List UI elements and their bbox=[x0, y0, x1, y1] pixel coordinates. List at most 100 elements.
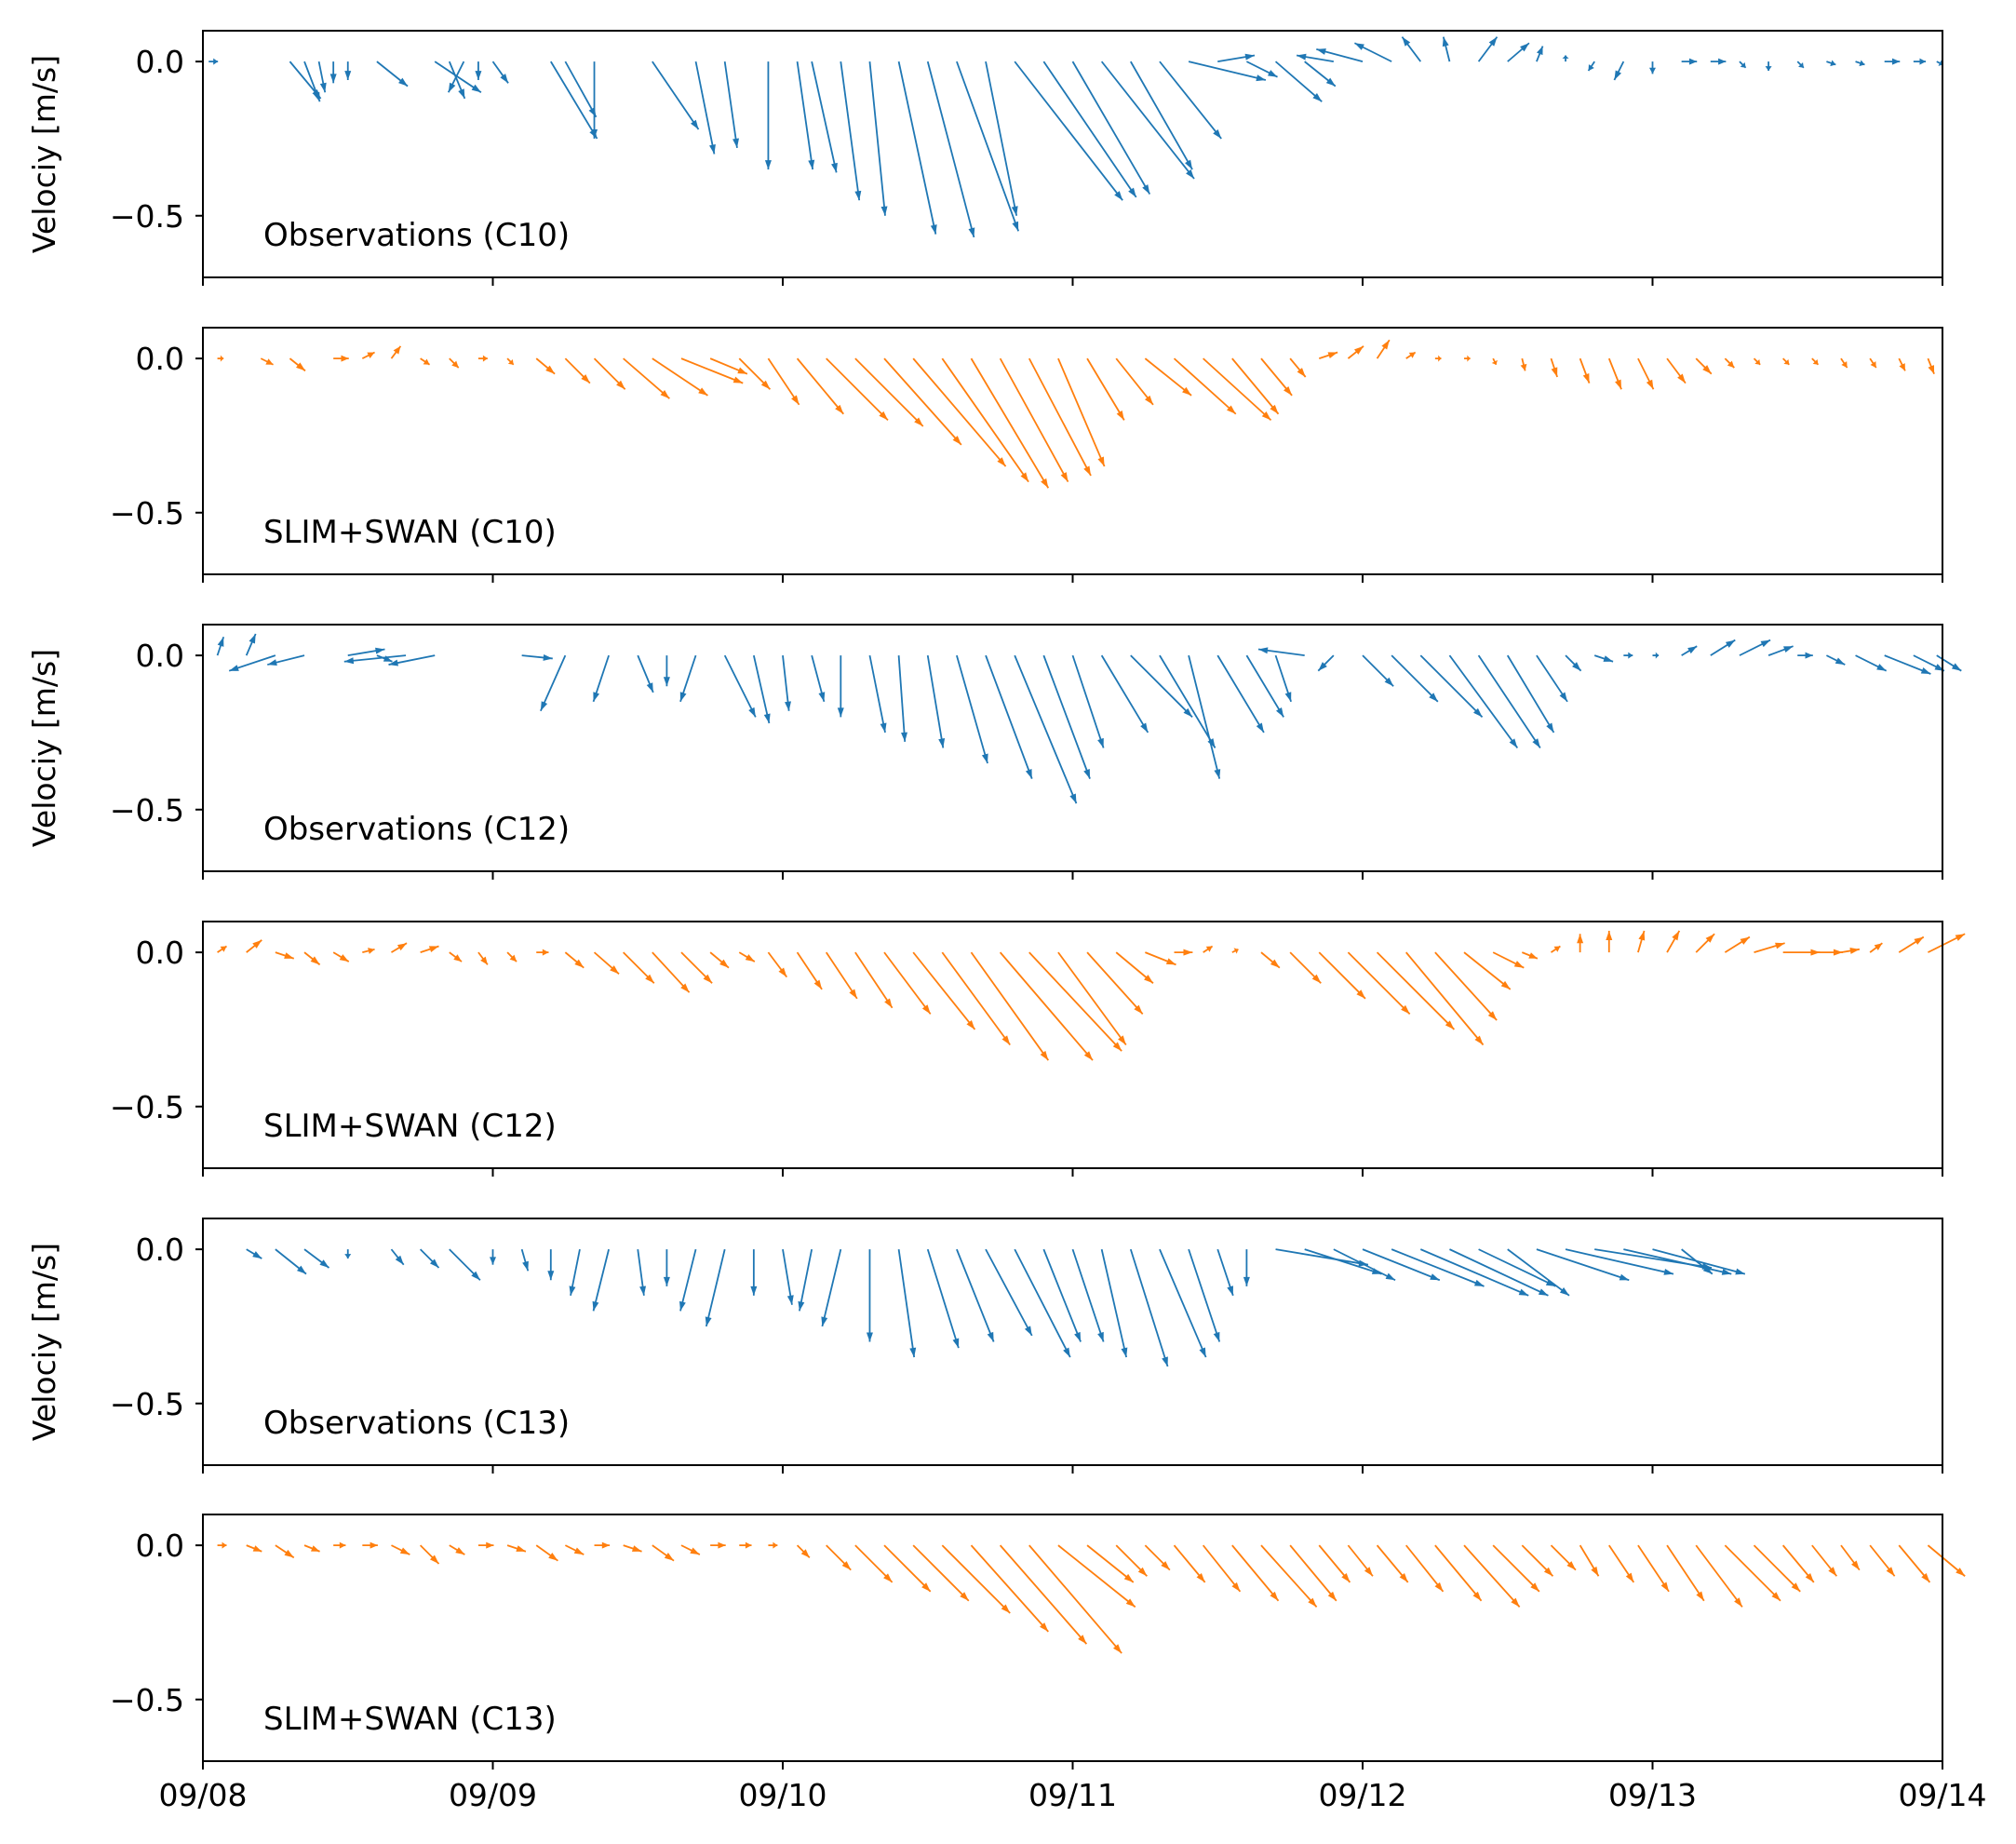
velocity-arrow bbox=[592, 654, 610, 703]
velocity-arrow bbox=[912, 1544, 970, 1602]
velocity-arrow bbox=[1434, 355, 1442, 362]
velocity-arrow bbox=[1289, 1544, 1337, 1602]
velocity-arrow bbox=[1028, 951, 1122, 1052]
velocity-arrow bbox=[506, 951, 517, 962]
panel-6: 0.0 −0.5 09/08 09/09 09/10 09/11 09/12 09/13 09/… bbox=[110, 1514, 1987, 1813]
velocity-arrow bbox=[752, 654, 771, 724]
velocity-arrow bbox=[941, 1544, 1011, 1614]
velocity-arrow bbox=[1579, 357, 1591, 384]
velocity-arrow bbox=[694, 61, 716, 155]
x-tick-label: 09/08 bbox=[158, 1777, 247, 1813]
velocity-arrow bbox=[623, 951, 655, 984]
velocity-arrow bbox=[652, 1544, 675, 1562]
y-tick-label: 0.0 bbox=[136, 638, 184, 674]
velocity-arrow bbox=[1753, 1544, 1801, 1593]
velocity-arrow bbox=[376, 61, 409, 87]
velocity-arrow bbox=[926, 654, 946, 748]
velocity-arrow bbox=[388, 654, 436, 666]
velocity-arrow bbox=[1550, 945, 1561, 953]
velocity-arrow bbox=[1765, 61, 1772, 72]
velocity-arrow bbox=[1442, 36, 1451, 62]
velocity-arrow bbox=[1884, 654, 1931, 675]
velocity-arrow bbox=[1710, 58, 1727, 65]
velocity-arrow bbox=[1492, 951, 1525, 969]
velocity-arrow bbox=[926, 1248, 960, 1349]
velocity-arrow bbox=[344, 1249, 352, 1259]
velocity-arrow bbox=[1028, 357, 1092, 477]
panel-3: 0.0 −0.5 Observations (C12) Velociy [m/s] bbox=[26, 624, 1962, 880]
velocity-arrow bbox=[475, 61, 482, 80]
velocity-arrow bbox=[1536, 1248, 1630, 1282]
velocity-arrow bbox=[1492, 1544, 1540, 1593]
velocity-arrow bbox=[941, 357, 1029, 483]
velocity-arrow bbox=[1028, 1544, 1122, 1654]
velocity-arrow bbox=[1637, 930, 1646, 953]
velocity-arrow bbox=[449, 1248, 481, 1281]
velocity-arrow bbox=[1606, 930, 1613, 953]
velocity-arrow bbox=[506, 357, 515, 366]
velocity-arrow bbox=[1562, 55, 1569, 62]
velocity-arrow bbox=[1463, 951, 1512, 990]
velocity-arrow bbox=[246, 1248, 262, 1259]
velocity-arrow bbox=[303, 61, 321, 102]
velocity-arrow bbox=[246, 939, 262, 953]
velocity-arrow bbox=[245, 633, 257, 656]
velocity-arrow bbox=[1260, 951, 1281, 969]
velocity-arrow bbox=[1405, 951, 1485, 1046]
velocity-arrow bbox=[267, 654, 305, 666]
velocity-arrow bbox=[1754, 942, 1785, 953]
velocity-arrow bbox=[738, 951, 756, 962]
velocity-arrow bbox=[1936, 654, 1962, 672]
velocity-arrow bbox=[926, 61, 975, 238]
velocity-arrow bbox=[1144, 357, 1192, 397]
velocity-arrow bbox=[1391, 654, 1439, 703]
velocity-arrow bbox=[1695, 1544, 1743, 1608]
y-tick-label: −0.5 bbox=[110, 495, 184, 532]
velocity-arrow bbox=[1316, 48, 1364, 62]
velocity-arrow bbox=[1681, 58, 1698, 65]
velocity-arrow bbox=[767, 357, 800, 406]
velocity-arrow bbox=[1448, 654, 1519, 749]
velocity-arrow bbox=[1014, 654, 1078, 804]
velocity-arrow bbox=[535, 357, 556, 375]
velocity-arrow bbox=[1550, 1544, 1577, 1571]
velocity-arrow bbox=[1203, 945, 1214, 953]
x-tick-label: 09/11 bbox=[1028, 1777, 1117, 1813]
velocity-arrow bbox=[868, 61, 888, 216]
velocity-arrow bbox=[1145, 951, 1176, 966]
velocity-arrow bbox=[1811, 1544, 1838, 1577]
velocity-arrow bbox=[1217, 53, 1256, 63]
velocity-arrow bbox=[1577, 934, 1584, 953]
y-tick-label: 0.0 bbox=[136, 935, 184, 971]
velocity-arrow bbox=[332, 951, 350, 962]
velocity-arrow bbox=[663, 1249, 670, 1286]
y-tick-label: 0.0 bbox=[136, 1528, 184, 1564]
velocity-arrow bbox=[1587, 61, 1595, 72]
velocity-arrow bbox=[1811, 949, 1843, 956]
velocity-arrow bbox=[447, 61, 465, 93]
velocity-arrow bbox=[1550, 357, 1558, 378]
velocity-arrow bbox=[1245, 61, 1278, 78]
velocity-arrow bbox=[782, 1248, 794, 1305]
velocity-arrow bbox=[956, 1248, 995, 1342]
velocity-arrow bbox=[854, 1544, 894, 1583]
velocity-arrow bbox=[1376, 951, 1456, 1030]
velocity-arrow bbox=[1739, 61, 1747, 69]
velocity-arrow bbox=[1086, 357, 1125, 421]
velocity-arrow bbox=[1174, 949, 1193, 956]
velocity-arrow bbox=[1521, 1544, 1554, 1577]
velocity-arrow bbox=[840, 61, 862, 201]
velocity-arrow bbox=[1869, 1544, 1896, 1577]
velocity-arrow bbox=[750, 1249, 758, 1296]
y-tick-label: −0.5 bbox=[110, 1386, 184, 1422]
velocity-arrow bbox=[796, 1544, 811, 1559]
velocity-arrow bbox=[1913, 58, 1927, 65]
velocity-arrow bbox=[1710, 639, 1736, 656]
velocity-arrow bbox=[1333, 1248, 1396, 1282]
velocity-arrow bbox=[1274, 61, 1323, 102]
velocity-arrow bbox=[1376, 1544, 1409, 1583]
velocity-arrow bbox=[491, 61, 509, 84]
velocity-arrow bbox=[1724, 357, 1735, 369]
velocity-arrow bbox=[723, 61, 740, 149]
velocity-arrow bbox=[1506, 654, 1555, 734]
